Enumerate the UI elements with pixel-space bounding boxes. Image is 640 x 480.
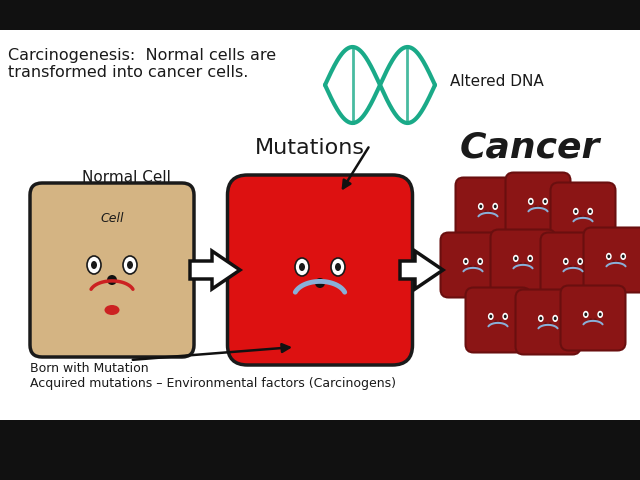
Ellipse shape [490, 314, 492, 318]
Ellipse shape [335, 263, 341, 271]
Ellipse shape [295, 258, 309, 276]
Circle shape [474, 265, 477, 269]
Ellipse shape [538, 315, 543, 322]
Circle shape [612, 260, 616, 264]
Circle shape [616, 260, 620, 264]
Text: Cell: Cell [100, 212, 124, 225]
Circle shape [548, 323, 552, 326]
Ellipse shape [513, 255, 518, 262]
Ellipse shape [607, 254, 611, 258]
FancyBboxPatch shape [30, 183, 194, 357]
Ellipse shape [574, 210, 577, 213]
Circle shape [469, 265, 472, 269]
Ellipse shape [91, 261, 97, 269]
Ellipse shape [597, 311, 603, 318]
Ellipse shape [527, 255, 533, 262]
Ellipse shape [573, 208, 579, 215]
Ellipse shape [554, 317, 557, 320]
Text: Born with Mutation
Acquired mutations – Environmental factors (Carcinogens): Born with Mutation Acquired mutations – … [30, 362, 396, 390]
Ellipse shape [488, 313, 493, 320]
Ellipse shape [478, 203, 484, 210]
Ellipse shape [504, 314, 507, 318]
Ellipse shape [127, 261, 133, 269]
Ellipse shape [494, 204, 497, 208]
Circle shape [584, 216, 587, 219]
Circle shape [524, 263, 527, 266]
Ellipse shape [477, 258, 483, 265]
FancyArrow shape [190, 251, 240, 289]
Ellipse shape [529, 200, 532, 203]
FancyBboxPatch shape [561, 286, 625, 350]
Ellipse shape [589, 210, 591, 213]
Text: Altered DNA: Altered DNA [450, 74, 544, 89]
Circle shape [544, 323, 548, 326]
Text: Mutations: Mutations [255, 138, 365, 158]
Circle shape [494, 320, 498, 324]
Ellipse shape [599, 312, 602, 316]
Text: Carcinogenesis:  Normal cells are
transformed into cancer cells.: Carcinogenesis: Normal cells are transfo… [8, 48, 276, 80]
Ellipse shape [502, 313, 508, 320]
Ellipse shape [528, 198, 534, 205]
Ellipse shape [579, 260, 582, 263]
Ellipse shape [563, 258, 569, 265]
Circle shape [538, 205, 542, 209]
Ellipse shape [606, 253, 612, 260]
Circle shape [573, 265, 577, 269]
FancyBboxPatch shape [465, 288, 531, 352]
FancyBboxPatch shape [516, 289, 580, 354]
Circle shape [315, 278, 325, 288]
Text: Normal Cell: Normal Cell [82, 170, 171, 185]
Ellipse shape [123, 256, 137, 274]
Ellipse shape [515, 257, 517, 260]
Ellipse shape [620, 253, 626, 260]
Ellipse shape [622, 254, 625, 258]
Ellipse shape [577, 258, 583, 265]
Ellipse shape [492, 203, 498, 210]
FancyArrow shape [400, 251, 443, 289]
Ellipse shape [299, 263, 305, 271]
Ellipse shape [544, 200, 547, 203]
Circle shape [579, 216, 582, 219]
Ellipse shape [583, 311, 589, 318]
Ellipse shape [465, 260, 467, 263]
Ellipse shape [463, 258, 468, 265]
Ellipse shape [331, 258, 345, 276]
Ellipse shape [104, 305, 120, 315]
FancyBboxPatch shape [440, 232, 506, 298]
FancyBboxPatch shape [456, 178, 520, 242]
Ellipse shape [87, 256, 101, 274]
Circle shape [569, 265, 573, 269]
Ellipse shape [540, 317, 542, 320]
FancyBboxPatch shape [584, 228, 640, 292]
Circle shape [107, 275, 117, 285]
Ellipse shape [529, 257, 532, 260]
Text: Cancer: Cancer [460, 131, 600, 165]
Ellipse shape [542, 198, 548, 205]
FancyBboxPatch shape [550, 182, 616, 248]
Circle shape [484, 210, 488, 214]
Ellipse shape [479, 260, 482, 263]
Ellipse shape [588, 208, 593, 215]
Circle shape [589, 318, 593, 322]
Circle shape [593, 318, 597, 322]
FancyBboxPatch shape [541, 232, 605, 298]
Bar [0, 30, 640, 420]
Circle shape [488, 210, 492, 214]
FancyBboxPatch shape [490, 229, 556, 295]
Ellipse shape [564, 260, 567, 263]
FancyBboxPatch shape [227, 175, 413, 365]
Circle shape [499, 320, 502, 324]
Ellipse shape [479, 204, 483, 208]
Ellipse shape [584, 312, 588, 316]
Circle shape [534, 205, 538, 209]
Circle shape [519, 263, 523, 266]
FancyBboxPatch shape [506, 172, 570, 238]
Ellipse shape [552, 315, 558, 322]
